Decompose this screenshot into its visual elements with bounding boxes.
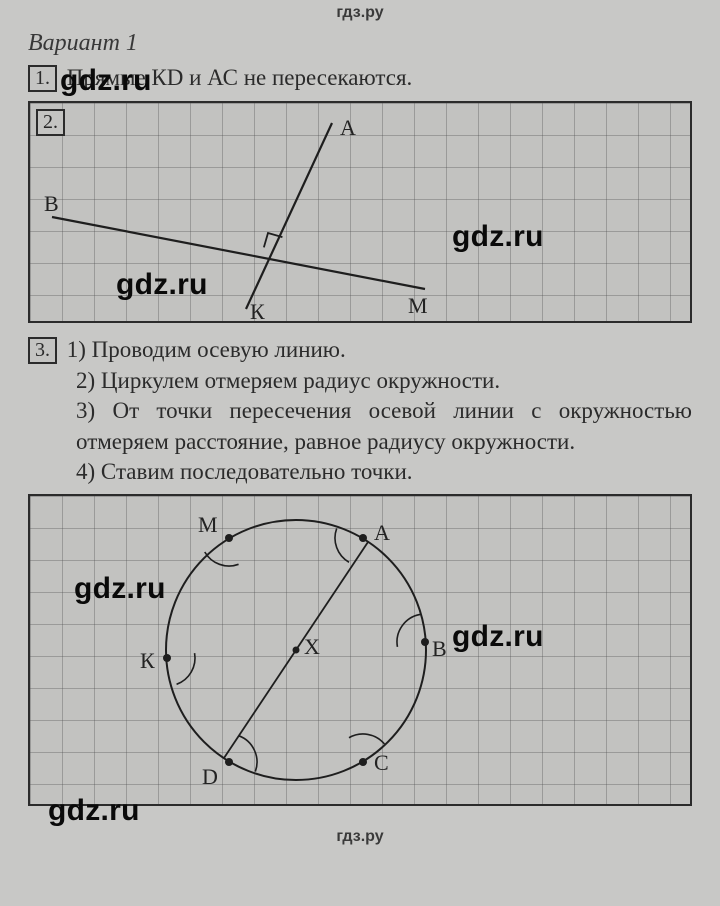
- content-area: Вариант 1 1. Прямые КD и АС не пересекаю…: [0, 26, 720, 824]
- page-root: гдз.ру Вариант 1 1. Прямые КD и АС не пе…: [0, 0, 720, 906]
- task-2-figure: 2. ABКМ: [28, 101, 692, 323]
- svg-text:D: D: [202, 764, 218, 789]
- svg-text:М: М: [198, 512, 218, 537]
- task-3-steps-rest: 2) Циркулем отмеряем радиус окружности. …: [28, 366, 692, 488]
- site-footer: гдз.ру: [0, 824, 720, 850]
- svg-text:К: К: [250, 299, 265, 321]
- task-1-number: 1.: [28, 65, 57, 92]
- task-3-line1: 3. 1) Проводим осевую линию.: [28, 335, 692, 365]
- svg-text:A: A: [340, 115, 356, 140]
- task-3-figure: X A B C D К М: [28, 494, 692, 806]
- task-3-svg: X A B C D К М: [30, 496, 694, 804]
- task-3-step-3: 3) От точки пересечения осевой линии с о…: [76, 396, 692, 457]
- task-3-step-1: 1) Проводим осевую линию.: [67, 337, 346, 362]
- site-header: гдз.ру: [0, 0, 720, 26]
- svg-text:X: X: [304, 634, 320, 659]
- task-3-step-4: 4) Ставим последовательно точки.: [76, 457, 692, 488]
- svg-text:B: B: [432, 636, 447, 661]
- task-1: 1. Прямые КD и АС не пересекаются.: [28, 63, 692, 93]
- task-3-step-2: 2) Циркулем отмеряем радиус окружности.: [76, 366, 692, 397]
- svg-text:М: М: [408, 293, 428, 318]
- svg-text:A: A: [374, 520, 390, 545]
- task-2-svg: A B К М: [30, 103, 694, 321]
- svg-text:B: B: [44, 191, 59, 216]
- variant-title: Вариант 1: [28, 30, 692, 57]
- svg-text:C: C: [374, 750, 389, 775]
- task-1-text: Прямые КD и АС не пересекаются.: [67, 65, 413, 90]
- task-3-number: 3.: [28, 337, 57, 364]
- svg-text:К: К: [140, 648, 155, 673]
